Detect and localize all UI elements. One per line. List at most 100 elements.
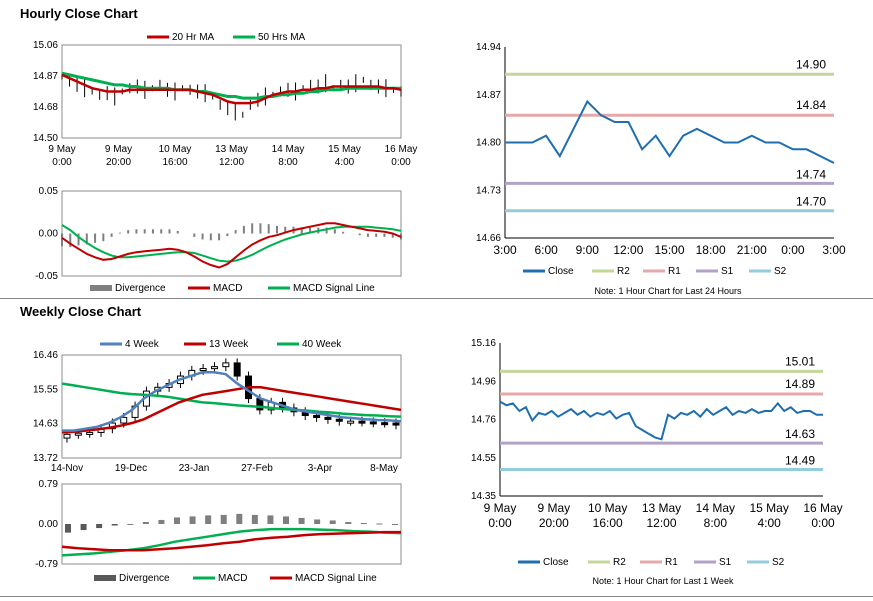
candle-body [324,416,332,420]
x-tick-label: 13 May [215,144,248,155]
x-tick-label: 20:00 [539,516,569,530]
legend-close-label: Close [548,266,574,277]
legend-s2-label: S2 [772,557,785,568]
legend-13week-label: 13 Week [209,339,249,350]
divergence-bar [96,524,103,529]
divergence-bar [205,515,212,524]
legend-macd-label: MACD [213,283,242,294]
y-tick-label: 13.72 [33,453,58,464]
divergence-bar [314,519,321,524]
y-tick-label: 14.80 [476,138,501,149]
x-tick-label: 9:00 [576,243,600,257]
weekly-section-title: Weekly Close Chart [20,304,142,319]
y-tick-label: 0.05 [39,186,59,197]
legend-50hrs-label: 50 Hrs MA [258,32,306,43]
x-tick-label: 10 May [588,501,627,515]
divergence-bar [376,523,383,525]
macd-signal-line [61,224,402,263]
divergence-bar [267,515,274,524]
legend-divergence-label: Divergence [115,283,166,294]
legend-20hr-label: 20 Hr MA [172,32,215,43]
x-tick-label: 19-Dec [115,463,147,474]
hourly-price-chart: 15.06 14.87 14.68 14.50 20 Hr MA 50 Hrs MA 9 M… [33,32,418,168]
x-tick-label: 18:00 [696,243,726,257]
x-tick-label: 15 May [749,501,788,515]
y-tick-label: 0.00 [39,229,59,240]
x-tick-label: 16 May [803,501,842,515]
x-tick-label: 13 May [642,501,681,515]
macd-line [61,222,402,269]
x-tick-label: 8:00 [704,516,728,530]
candle-body [199,368,207,372]
weekly-price-chart: 16.46 15.55 14.63 13.72 4 Week 13 Week 40 Week… [33,339,402,474]
divergence-bar [174,517,180,524]
section-divider [0,298,873,299]
divergence-bar [111,524,118,526]
candle-body [381,422,389,426]
candle-body [358,420,366,424]
level-r1-label: 14.84 [796,98,826,112]
legend-40week-label: 40 Week [302,339,342,350]
x-tick-label: 3:00 [822,243,846,257]
x-tick-label: 20:00 [106,157,131,168]
candle-body [120,416,128,424]
divergence-bar [142,521,149,524]
x-tick-label: 12:00 [646,516,676,530]
y-tick-label: 14.73 [476,185,501,196]
divergence-bar [127,524,134,525]
legend-s2-label: S2 [774,266,787,277]
level-s1-label: 14.74 [796,167,826,181]
x-tick-label: 9 May [537,501,570,515]
ma4w-line [62,371,402,432]
ma40w-line [61,382,402,418]
y-tick-label: 0.00 [39,519,59,530]
x-tick-label: 23-Jan [179,463,210,474]
x-tick-label: 4:00 [757,516,781,530]
candle-body [222,362,230,368]
divergence-bar [80,524,87,531]
x-tick-label: 4:00 [335,157,355,168]
legend-r1-label: R1 [665,557,678,568]
close-line [499,400,823,441]
hourly-section-title: Hourly Close Chart [20,6,138,21]
x-tick-label: 15:00 [654,243,684,257]
candle-body [63,433,71,439]
legend-r1-label: R1 [668,266,681,277]
x-tick-label: 0:00 [781,243,805,257]
weekly-macd-chart: 0.79 0.00 -0.79 Divergence MACD MACD Signal L… [35,479,402,584]
level-r1-label: 14.89 [785,377,815,391]
chart-note: Note: 1 Hour Chart for Last 24 Hours [594,286,742,296]
x-tick-label: 16:00 [162,157,187,168]
candle-body [369,421,377,425]
x-tick-label: 0:00 [811,516,835,530]
y-tick-label: 15.16 [471,338,496,349]
x-tick-label: 9 May [105,144,132,155]
divergence-bar [158,519,165,524]
y-tick-label: 14.55 [471,453,496,464]
legend-r2-label: R2 [613,557,626,568]
macd-signal-line [61,530,401,552]
candle-body [313,415,321,419]
x-tick-label: 14 May [272,144,305,155]
candle-body [335,418,343,422]
level-r2-label: 14.90 [796,57,826,71]
x-tick-label: 15 May [328,144,361,155]
hourly-24h-chart: 14.94 14.87 14.80 14.73 14.66 14.90 14.84 14.74… [476,42,846,296]
x-tick-label: 3-Apr [308,463,333,474]
divergence-bar [329,520,336,524]
x-tick-label: 21:00 [737,243,767,257]
y-tick-label: 14.87 [476,90,501,101]
divergence-bar [283,516,289,524]
level-s2-label: 14.49 [785,454,815,468]
y-tick-label: 15.06 [33,40,58,51]
candle-body [210,366,218,370]
x-tick-label: 14-Nov [51,463,83,474]
y-tick-label: 14.63 [33,419,58,430]
ma20-line [61,73,402,105]
x-tick-label: 16 May [385,144,418,155]
x-tick-label: 0:00 [391,157,411,168]
legend-s1-label: S1 [721,266,734,277]
x-tick-label: 14 May [696,501,735,515]
y-tick-label: 14.35 [471,491,496,502]
y-tick-label: 14.76 [471,415,496,426]
